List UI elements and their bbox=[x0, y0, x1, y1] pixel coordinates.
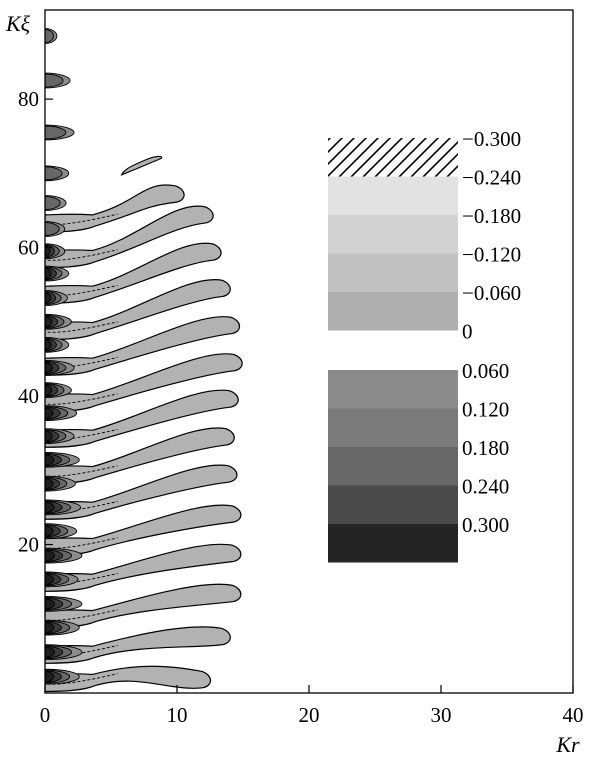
dashed-contour-11 bbox=[47, 321, 118, 333]
negative-finger-14 bbox=[45, 184, 185, 233]
legend-label-neg-2: −0.180 bbox=[462, 204, 521, 228]
positive-lobe-25-level-2 bbox=[45, 29, 55, 43]
colorbar-legend: −0.300 −0.240 −0.180 −0.120 −0.060 0 0.060 0.12… bbox=[328, 127, 521, 563]
y-tick-label-3: 80 bbox=[18, 87, 39, 111]
legend-swatch-0 bbox=[328, 138, 458, 177]
legend-label-pos-1: 0.120 bbox=[462, 398, 509, 422]
legend-swatch-2 bbox=[328, 215, 458, 254]
legend-swatch-pos-1 bbox=[328, 408, 458, 447]
negative-blob bbox=[120, 155, 163, 176]
negative-finger-1 bbox=[45, 665, 212, 693]
positive-contour-lobes bbox=[45, 28, 83, 685]
negative-finger-7 bbox=[45, 427, 235, 485]
x-tick-label-1: 10 bbox=[167, 703, 188, 727]
negative-finger-4 bbox=[45, 543, 242, 592]
plot-area bbox=[45, 28, 243, 693]
positive-lobe-13-level-4 bbox=[45, 384, 53, 396]
legend-swatch-1 bbox=[328, 176, 458, 215]
x-tick-label-4: 40 bbox=[563, 703, 584, 727]
y-tick-label-2: 60 bbox=[18, 236, 39, 260]
positive-lobe-16-level-4 bbox=[45, 316, 53, 328]
legend-swatch-pos-3 bbox=[328, 485, 458, 524]
negative-contour-fingers bbox=[45, 155, 243, 693]
positive-lobe-12-level-4 bbox=[45, 407, 54, 419]
positive-lobe-15-level-4 bbox=[45, 339, 52, 351]
positive-lobe-8-level-4 bbox=[45, 501, 55, 513]
positive-lobe-23-level-2 bbox=[45, 125, 67, 140]
positive-lobe-11-level-4 bbox=[45, 430, 54, 442]
negative-finger-12 bbox=[45, 242, 222, 304]
positive-lobe-19-level-4 bbox=[45, 245, 51, 257]
positive-lobe-21-level-2 bbox=[45, 196, 61, 210]
dashed-contour-9 bbox=[47, 393, 118, 405]
positive-lobe-6-level-4 bbox=[45, 550, 56, 562]
x-axis: 0 10 20 30 40 bbox=[40, 685, 584, 727]
y-tick-label-1: 40 bbox=[18, 384, 39, 408]
legend-swatch-4 bbox=[328, 292, 458, 331]
legend-label-pos-3: 0.240 bbox=[462, 475, 509, 499]
legend-swatch-pos-2 bbox=[328, 447, 458, 486]
negative-finger-10 bbox=[45, 316, 241, 376]
negative-finger-11 bbox=[45, 278, 231, 341]
legend-label-pos-0: 0.060 bbox=[462, 359, 509, 383]
positive-lobe-20-level-2 bbox=[45, 222, 60, 236]
legend-swatch-pos-4 bbox=[328, 524, 458, 563]
negative-finger-13 bbox=[45, 205, 214, 269]
positive-lobe-24-level-2 bbox=[45, 73, 64, 88]
legend-label-neg-4: −0.060 bbox=[462, 281, 521, 305]
negative-finger-8 bbox=[45, 389, 239, 448]
legend-label-neg-3: −0.120 bbox=[462, 243, 521, 267]
positive-lobe-3-level-4 bbox=[45, 622, 55, 634]
positive-lobe-9-level-4 bbox=[45, 478, 54, 490]
dashed-contour-13 bbox=[47, 249, 118, 261]
legend-swatch-pos-0 bbox=[328, 370, 458, 409]
y-tick-label-0: 20 bbox=[18, 533, 39, 557]
legend-label-neg-5: 0 bbox=[462, 320, 473, 344]
negative-finger-9 bbox=[45, 353, 243, 413]
x-tick-label-0: 0 bbox=[40, 703, 51, 727]
x-tick-label-2: 20 bbox=[299, 703, 320, 727]
positive-lobe-18-level-4 bbox=[45, 268, 52, 279]
positive-lobe-7-level-4 bbox=[45, 525, 54, 537]
positive-lobe-2-level-4 bbox=[45, 646, 56, 658]
x-tick-label-3: 30 bbox=[431, 703, 452, 727]
legend-label-neg-0: −0.300 bbox=[462, 127, 521, 151]
x-axis-title: Kr bbox=[555, 732, 580, 757]
negative-finger-3 bbox=[45, 583, 242, 629]
positive-lobe-14-level-4 bbox=[45, 362, 54, 374]
negative-finger-2 bbox=[45, 626, 231, 664]
y-axis-title: Kξ bbox=[5, 11, 31, 36]
negative-finger-6 bbox=[45, 464, 238, 520]
positive-lobe-17-level-4 bbox=[45, 292, 52, 304]
legend-label-pos-4: 0.300 bbox=[462, 513, 509, 537]
positive-lobe-4-level-4 bbox=[45, 598, 56, 610]
legend-label-pos-2: 0.180 bbox=[462, 436, 509, 460]
positive-lobe-10-level-4 bbox=[45, 454, 55, 466]
y-axis: 20 40 60 80 bbox=[18, 87, 53, 557]
positive-lobe-1-level-4 bbox=[45, 671, 55, 683]
legend-label-neg-1: −0.240 bbox=[462, 166, 521, 190]
positive-lobe-22-level-2 bbox=[45, 166, 63, 181]
legend-swatch-3 bbox=[328, 253, 458, 292]
positive-lobe-5-level-4 bbox=[45, 574, 55, 585]
